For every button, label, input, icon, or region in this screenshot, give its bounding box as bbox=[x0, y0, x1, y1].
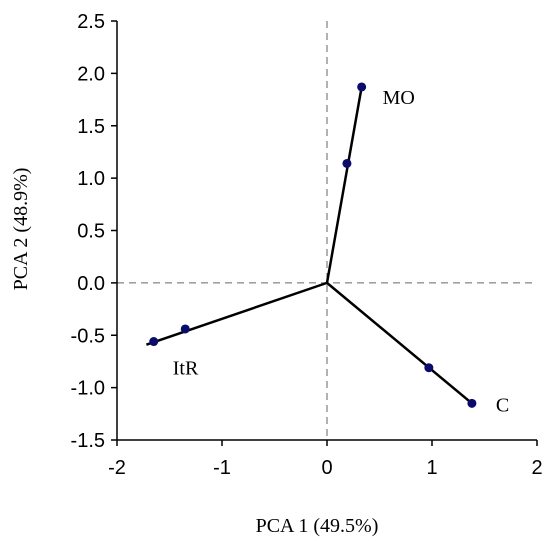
y-tick-label: -1.0 bbox=[71, 378, 105, 400]
y-tick-label: 2.5 bbox=[77, 11, 105, 33]
y-tick-label: 1.5 bbox=[77, 116, 105, 138]
y-tick-label: 2.0 bbox=[77, 63, 105, 85]
vector-label-mo: MO bbox=[383, 87, 415, 109]
axes bbox=[111, 20, 538, 446]
vector-label-itr: ItR bbox=[173, 358, 199, 380]
x-tick-label: 1 bbox=[426, 457, 437, 479]
vector-line-mo bbox=[325, 86, 363, 284]
tick-labels: -1.5 -1.0 -0.5 0.0 0.5 1.0 1.5 2.0 2.5 -2 -1 0 1 2 bbox=[71, 11, 543, 479]
data-point-mo bbox=[357, 82, 367, 92]
y-tick-label: -1.5 bbox=[71, 430, 105, 452]
x-tick-label: 2 bbox=[531, 457, 542, 479]
y-tick-label: -0.5 bbox=[71, 325, 105, 347]
vector-label-c: C bbox=[496, 394, 509, 416]
data-point-itr bbox=[149, 337, 159, 347]
x-tick-label: -1 bbox=[213, 457, 231, 479]
y-tick-label: 0.0 bbox=[77, 273, 105, 295]
vector-line-c bbox=[326, 281, 473, 405]
y-tick-label: 1.0 bbox=[77, 168, 105, 190]
data-points bbox=[149, 82, 477, 408]
data-point-c bbox=[424, 363, 434, 373]
x-tick-label: 0 bbox=[321, 457, 332, 479]
x-axis-title: PCA 1 (49.5%) bbox=[256, 515, 379, 537]
y-axis-title: PCA 2 (48.9%) bbox=[10, 168, 32, 291]
vector-line-itr bbox=[145, 281, 328, 346]
vector-lines bbox=[145, 86, 473, 405]
data-point-mo bbox=[342, 158, 352, 168]
x-tick-label: -2 bbox=[108, 457, 126, 479]
vector-labels: MO C ItR bbox=[173, 87, 509, 416]
data-point-c bbox=[467, 398, 477, 408]
y-tick-label: 0.5 bbox=[77, 221, 105, 243]
data-point-itr bbox=[180, 324, 190, 334]
